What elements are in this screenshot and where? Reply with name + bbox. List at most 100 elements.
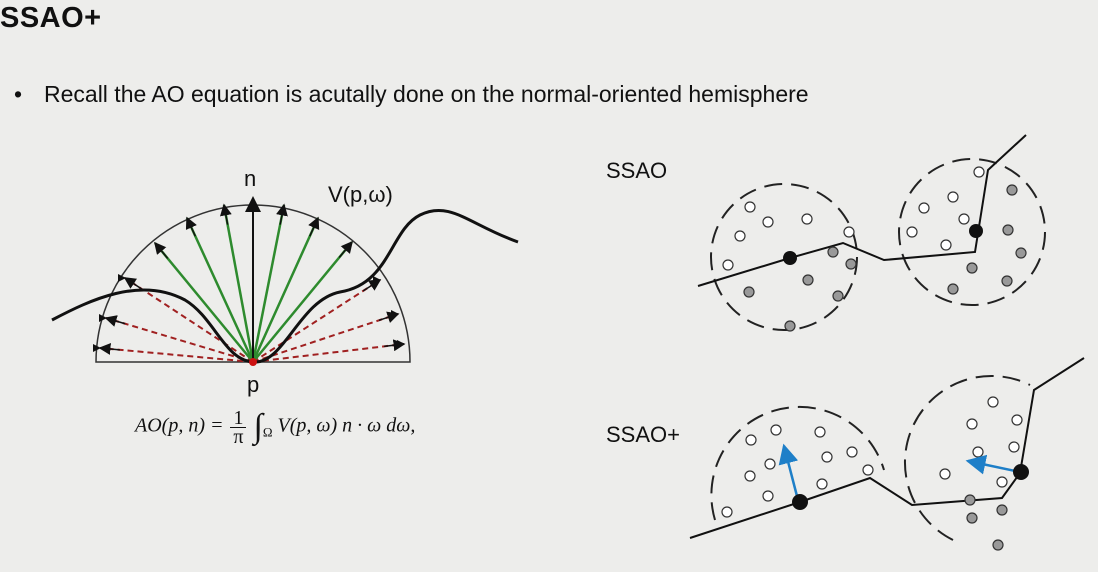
sample-dot — [1001, 275, 1013, 287]
ssao-point-right — [969, 224, 983, 238]
sample-dot — [846, 446, 858, 458]
sample-dot — [972, 446, 984, 458]
ssao-plus-hemisphere-left — [710, 405, 885, 521]
occluded-ray — [99, 347, 254, 363]
point-label: p — [247, 372, 260, 397]
ao-formula: AO(p, n) = 1 π ∫Ω V(p, ω) n · ω dω, — [135, 408, 416, 448]
integral-symbol: ∫ — [253, 408, 263, 445]
ray-arrowhead — [338, 240, 353, 258]
sample-dot — [802, 274, 814, 286]
sample-dot — [744, 470, 756, 482]
sample-dot — [906, 226, 918, 238]
formula-lhs: AO(p, n) = — [135, 414, 229, 437]
sample-dot — [816, 478, 828, 490]
occluded-ray — [124, 277, 254, 363]
formula-domain: Ω — [262, 424, 273, 440]
sample-dot — [966, 512, 978, 524]
ssao-plus-point-left — [792, 494, 808, 510]
ssao-diagram — [697, 134, 1046, 332]
sample-dot — [827, 246, 839, 258]
ssao-sphere-left — [710, 183, 858, 331]
normal-arrow-left — [778, 443, 800, 501]
ray-arrowhead — [378, 311, 400, 323]
sample-dot — [764, 458, 776, 470]
sample-dot — [832, 290, 844, 302]
slide-title: SSAO+ — [0, 2, 102, 34]
sample-dot — [947, 191, 959, 203]
visible-ray — [251, 217, 320, 363]
formula-rhs: V(p, ω) n · ω dω, — [277, 414, 416, 437]
bullet-text: Recall the AO equation is acutally done … — [44, 81, 809, 107]
sample-dot — [745, 434, 757, 446]
ray-arrowhead — [220, 203, 232, 225]
ssao-plus-point-right — [1013, 464, 1029, 480]
sample-dot — [734, 230, 746, 242]
ssao-sphere-right — [898, 158, 1046, 306]
ssao-plus-diagram — [689, 357, 1085, 551]
ssao-label: SSAO — [606, 158, 668, 183]
sample-dot — [722, 259, 734, 271]
sample-dot — [996, 476, 1008, 488]
ray-arrowhead — [98, 342, 120, 355]
sample-rays — [98, 196, 406, 363]
occluded-ray — [252, 343, 405, 363]
sample-dot — [814, 426, 826, 438]
occluded-ray — [252, 279, 381, 363]
sample-dot — [1006, 184, 1018, 196]
normal-arrow-right — [965, 454, 1021, 475]
sample-dot — [784, 320, 796, 332]
sample-dot — [762, 216, 774, 228]
ray-arrowhead — [104, 315, 126, 327]
visible-ray — [252, 241, 353, 363]
visible-ray — [222, 204, 255, 363]
sample-dot — [966, 418, 978, 430]
sample-dot — [992, 539, 1004, 551]
sample-dot — [939, 468, 951, 480]
formula-numerator: 1 — [230, 408, 247, 428]
sample-dot — [1011, 414, 1023, 426]
ray-arrowhead — [308, 216, 320, 237]
visible-ray — [154, 242, 254, 363]
formula-fraction: 1 π — [230, 408, 247, 448]
ssao-plus-samples — [721, 396, 1023, 551]
ray-arrowhead — [154, 241, 169, 259]
occluded-ray — [105, 317, 254, 363]
visible-ray — [251, 204, 286, 363]
geometry-surface — [51, 208, 519, 364]
sample-dot — [947, 283, 959, 295]
sample-dot — [966, 262, 978, 274]
sample-dot — [843, 226, 855, 238]
sample-dot — [821, 451, 833, 463]
bullet-item: • Recall the AO equation is acutally done… — [14, 81, 809, 108]
hemisphere-diagram — [51, 196, 519, 366]
visibility-label: V(p,ω) — [328, 182, 393, 207]
sample-dot — [845, 258, 857, 270]
sample-dot — [801, 213, 813, 225]
ssao-plus-hemisphere-right — [903, 374, 1031, 541]
ray-arrowhead — [384, 339, 406, 352]
ray-arrowhead — [185, 216, 197, 237]
normal-label: n — [244, 166, 257, 191]
sample-dot — [958, 213, 970, 225]
sample-dot — [987, 396, 999, 408]
sample-dot — [762, 490, 774, 502]
sample-dot — [862, 464, 874, 476]
sample-dot — [743, 286, 755, 298]
sample-dot — [721, 506, 733, 518]
sample-dot — [940, 239, 952, 251]
bullet-dot: • — [14, 81, 23, 107]
sample-dot — [1015, 247, 1027, 259]
formula-denominator: π — [233, 425, 244, 448]
sample-dot — [973, 166, 985, 178]
sample-dot — [744, 201, 756, 213]
sample-dot — [770, 424, 782, 436]
sample-dot — [918, 202, 930, 214]
ssao-plus-label: SSAO+ — [606, 422, 680, 447]
sample-dot — [996, 504, 1008, 516]
sample-dot — [1008, 441, 1020, 453]
ray-arrowhead — [362, 279, 382, 292]
sample-dot — [964, 494, 976, 506]
sample-dot — [1002, 224, 1014, 236]
ssao-samples — [722, 166, 1027, 332]
occluded-ray — [252, 313, 399, 363]
